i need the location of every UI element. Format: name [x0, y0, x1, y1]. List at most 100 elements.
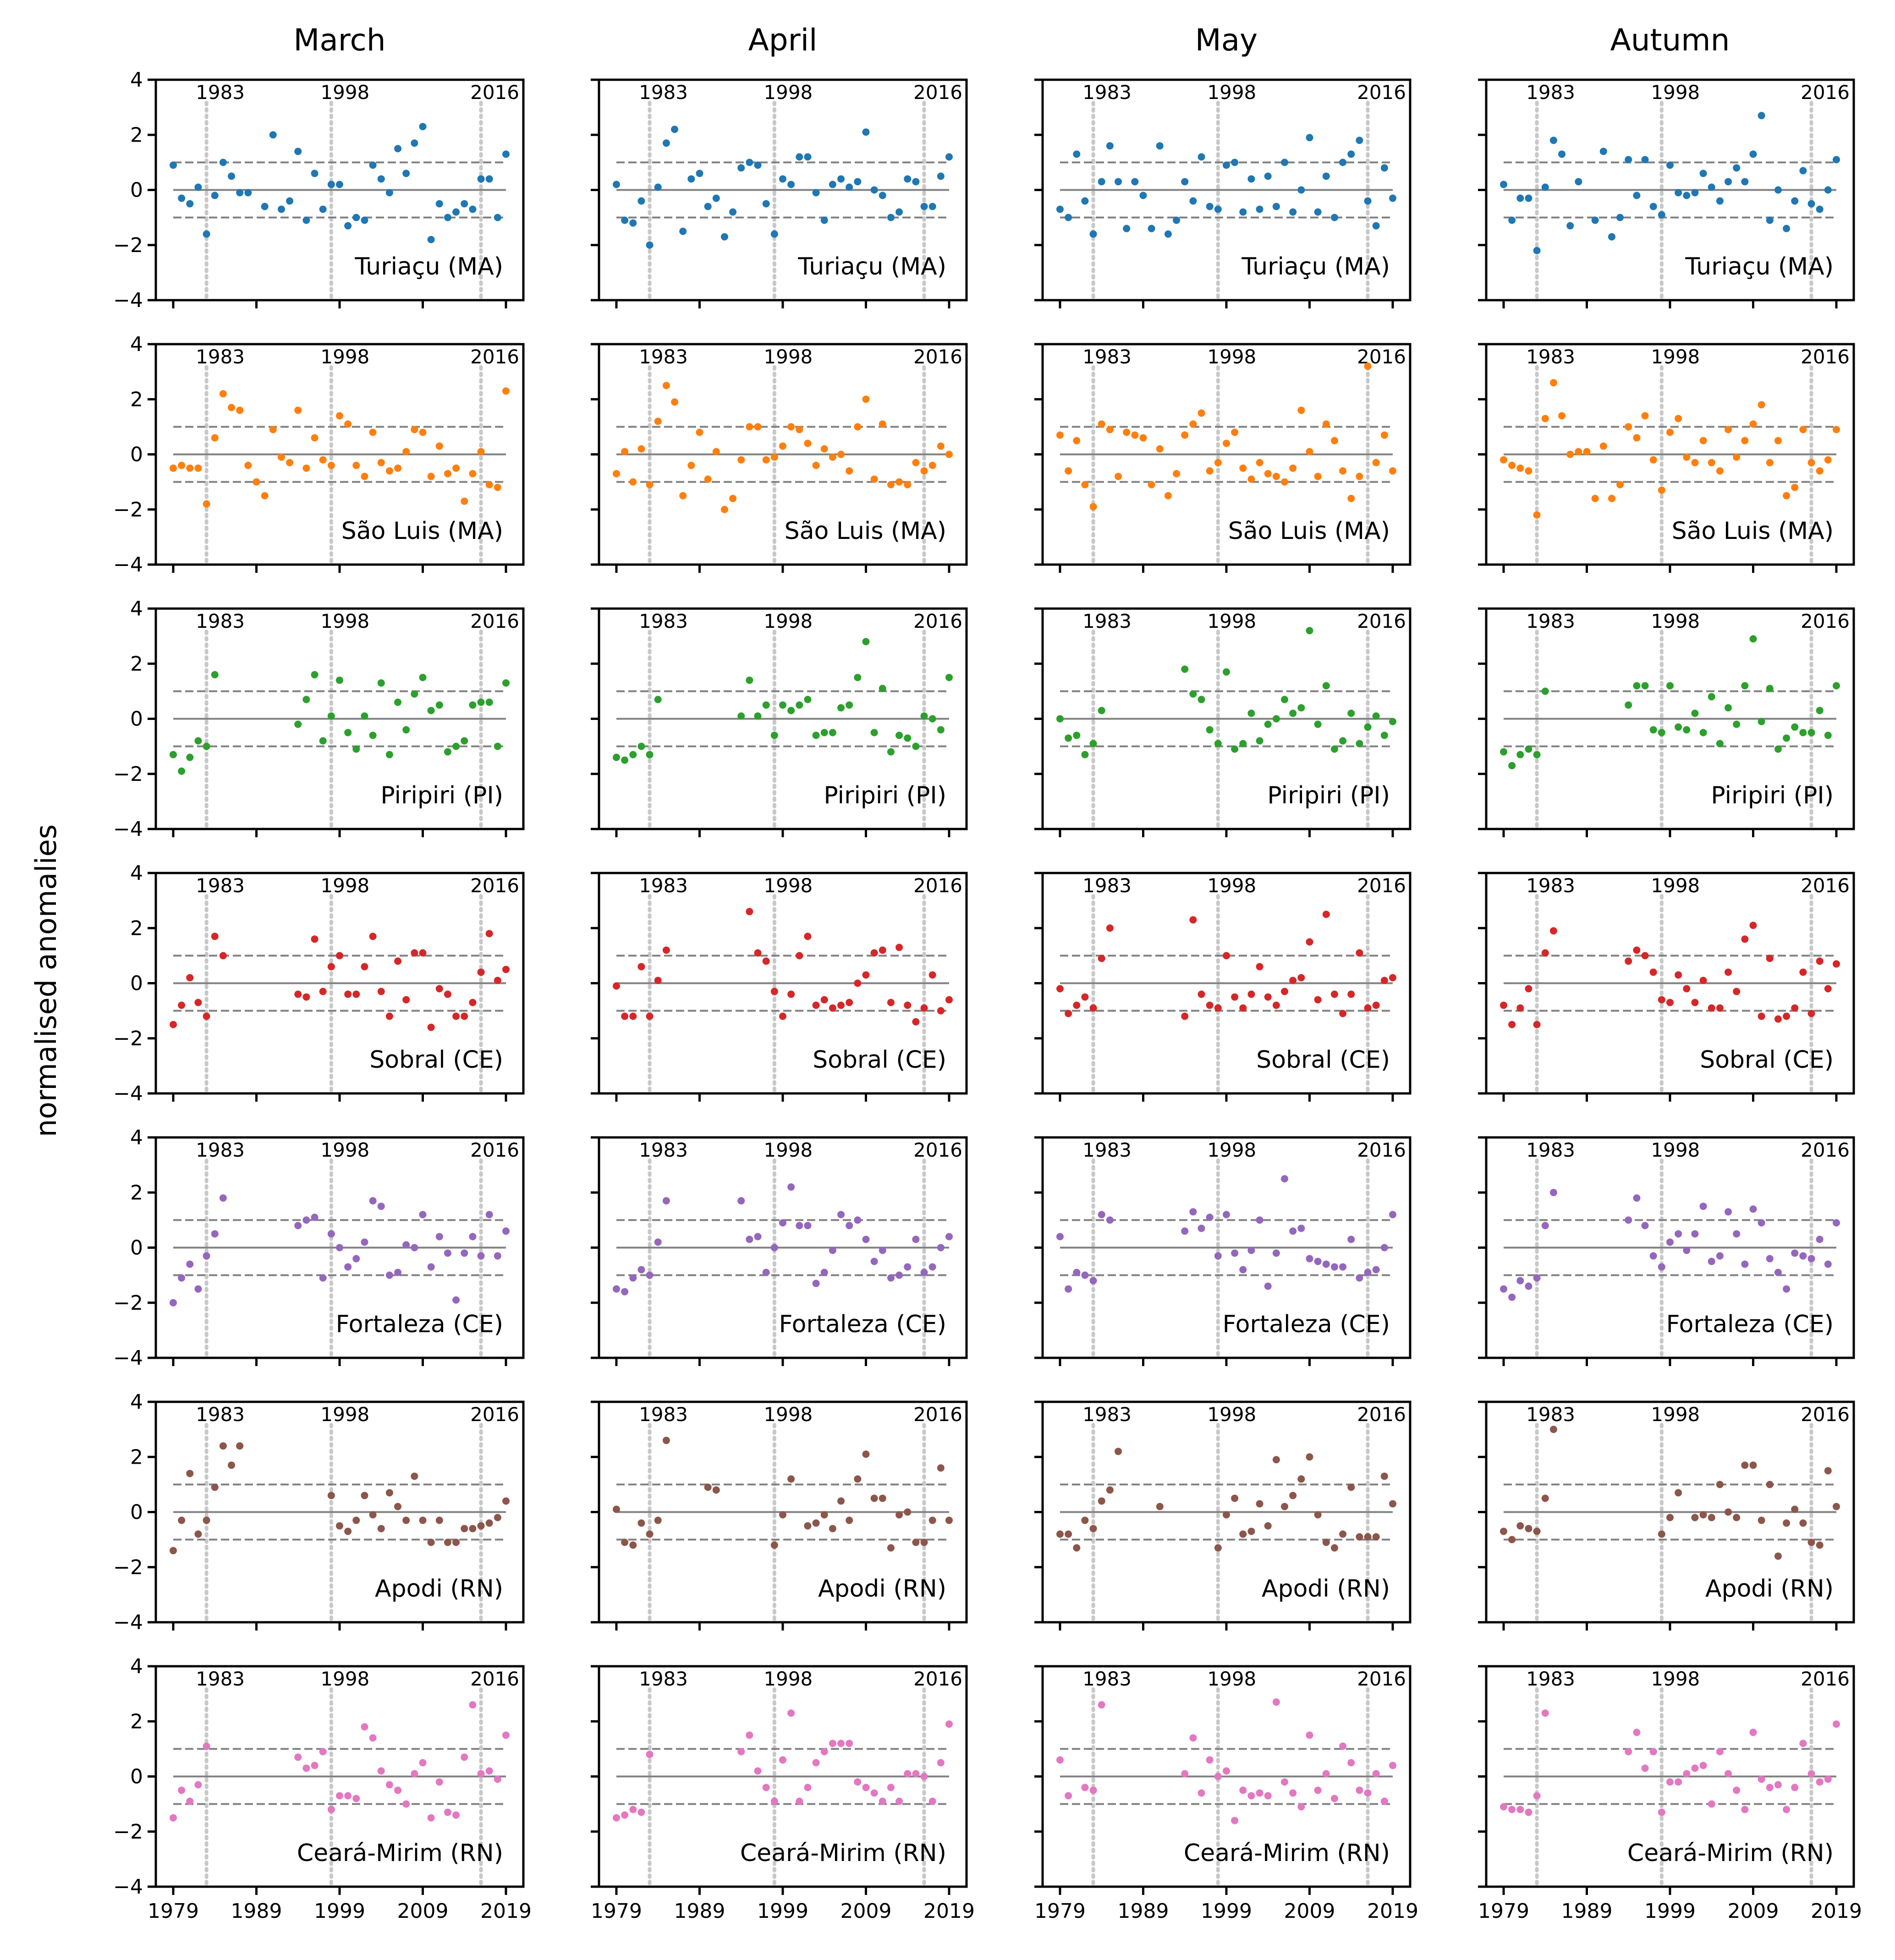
x-tick-label: 1989	[674, 1900, 725, 1923]
data-point-1997	[1649, 726, 1657, 734]
data-point-1983	[1533, 1792, 1541, 1800]
panel-apodi-rn-april: 1983 1998 2016 Apodi (RN)	[591, 1400, 968, 1631]
data-point-2015	[469, 999, 477, 1006]
station-label: Turiaçu (MA)	[797, 253, 946, 280]
data-point-2000	[787, 707, 795, 714]
data-point-1995	[1189, 420, 1197, 428]
data-point-2008	[411, 426, 418, 434]
station-label: Piripiri (PI)	[1267, 782, 1390, 809]
data-point-2012	[444, 990, 451, 998]
data-point-2001	[796, 1797, 803, 1805]
x-tick-label: 2019	[1367, 1900, 1418, 1923]
data-point-2006	[1281, 1175, 1289, 1183]
data-point-2015	[1799, 426, 1807, 434]
data-point-2015	[1356, 949, 1363, 957]
data-point-2008	[854, 1778, 862, 1786]
data-point-2005	[385, 1781, 393, 1789]
data-point-2006	[1281, 1778, 1289, 1786]
data-point-2017	[928, 461, 936, 469]
data-point-2011	[1322, 911, 1330, 918]
data-point-2013	[895, 731, 903, 739]
data-point-1982	[1081, 751, 1089, 758]
event-label-2016: 2016	[470, 81, 519, 104]
data-point-2005	[1272, 1249, 1280, 1257]
data-point-1996	[1197, 153, 1205, 161]
event-label-1998: 1998	[1207, 1668, 1256, 1690]
panel-ceara-mirim-rn-autumn: 1983 1998 2016 Ceará-Mirim (RN) 1979 1989 1999…	[1478, 1665, 1862, 1923]
event-label-2016: 2016	[913, 610, 962, 632]
event-label-2016: 2016	[1357, 81, 1406, 104]
data-point-2013	[452, 742, 460, 750]
data-point-1979	[170, 1299, 177, 1307]
data-point-1998	[1214, 1773, 1222, 1780]
data-point-2009	[419, 1516, 427, 1524]
data-point-1983	[1089, 1525, 1097, 1532]
x-tick-label: 1999	[1644, 1900, 1696, 1923]
panel-grid: March April May Autumn 1983 1998 2016 Turiaçu (…	[113, 22, 1862, 1923]
data-point-1995	[1633, 192, 1641, 199]
data-point-2002	[804, 696, 812, 703]
data-point-2012	[1774, 1015, 1782, 1023]
event-label-1998: 1998	[1651, 1403, 1700, 1426]
data-point-2015	[469, 1701, 477, 1709]
data-point-1980	[1065, 1792, 1072, 1800]
data-point-1980	[1508, 1021, 1516, 1028]
data-point-1991	[1599, 148, 1607, 155]
data-point-2005	[1716, 1481, 1724, 1488]
column-title-april: April	[748, 22, 818, 58]
data-point-1998	[1658, 996, 1665, 1004]
data-point-2000	[1675, 189, 1682, 197]
data-point-2006	[1725, 178, 1732, 186]
event-label-1983: 1983	[639, 1403, 688, 1426]
panel-piripiri-pi-april: 1983 1998 2016 Piripiri (PI)	[591, 607, 968, 837]
data-point-2002	[804, 153, 812, 161]
data-point-2014	[1347, 150, 1355, 158]
data-point-1984	[211, 933, 219, 940]
data-point-2000	[1231, 159, 1239, 166]
data-point-1994	[737, 1197, 745, 1205]
column-title-may: May	[1195, 22, 1258, 58]
data-point-2003	[1256, 1500, 1263, 1508]
data-point-2016	[1807, 1538, 1815, 1546]
data-point-1997	[762, 200, 770, 208]
panel-sao-luis-ma-april: 1983 1998 2016 São Luis (MA)	[591, 343, 968, 573]
data-point-2019	[1389, 467, 1396, 475]
data-point-1982	[637, 445, 645, 453]
data-point-2016	[920, 1773, 928, 1780]
data-point-1982	[1525, 1525, 1532, 1532]
event-label-1998: 1998	[1651, 346, 1700, 368]
data-point-1984	[1098, 707, 1105, 714]
data-point-2015	[912, 1235, 920, 1243]
data-point-2000	[344, 222, 352, 230]
data-point-2014	[1791, 197, 1799, 205]
data-point-2018	[1380, 1797, 1388, 1805]
data-point-2009	[862, 971, 870, 979]
data-point-2013	[1339, 159, 1347, 166]
y-tick-label: 4	[130, 597, 143, 620]
event-label-1998: 1998	[763, 81, 813, 104]
y-tick-label: 4	[130, 68, 143, 92]
data-point-2004	[1708, 183, 1715, 191]
data-point-1981	[629, 1806, 637, 1813]
data-point-1996	[1197, 1224, 1205, 1232]
data-point-2019	[1389, 194, 1396, 202]
data-point-1981	[1516, 751, 1524, 758]
data-point-2015	[469, 701, 477, 709]
data-point-2019	[945, 153, 953, 161]
data-point-2016	[920, 1268, 928, 1276]
event-label-1998: 1998	[1207, 1139, 1256, 1161]
data-point-1982	[637, 963, 645, 971]
data-point-1981	[1516, 1277, 1524, 1285]
data-point-1980	[178, 461, 186, 469]
data-point-2005	[1716, 467, 1724, 475]
data-point-2005	[1272, 1456, 1280, 1464]
data-point-1985	[1549, 1426, 1557, 1433]
data-point-1979	[613, 982, 620, 990]
data-point-2014	[1791, 483, 1799, 491]
data-point-2002	[361, 963, 368, 971]
data-point-2006	[837, 450, 845, 458]
data-point-2007	[846, 1740, 853, 1747]
data-point-2009	[1306, 1731, 1313, 1739]
data-point-2018	[937, 1464, 945, 1472]
data-point-1996	[754, 1233, 762, 1241]
